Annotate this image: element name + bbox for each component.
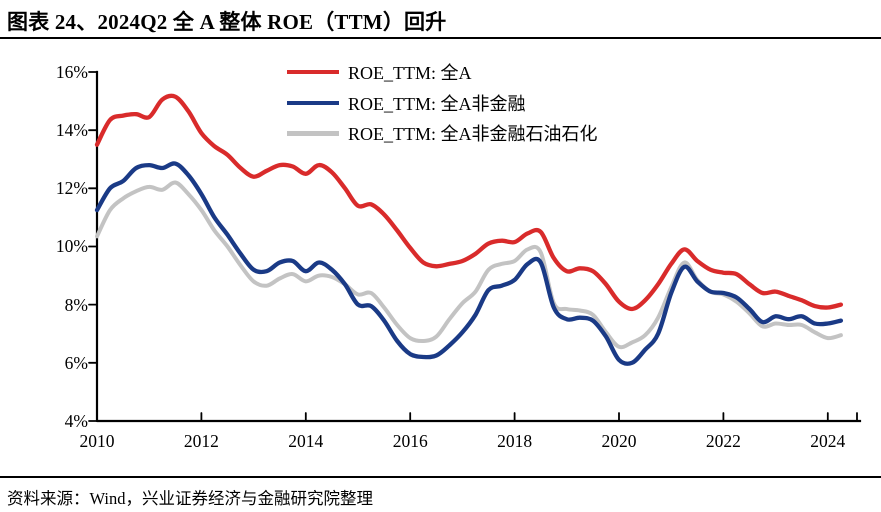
axis-ticks xyxy=(88,71,858,422)
y-tick-label-12: 12% xyxy=(55,178,88,199)
x-tick-label-2024: 2024 xyxy=(810,431,846,451)
x-tick-label-2022: 2022 xyxy=(705,431,741,451)
x-tick-label-2016: 2016 xyxy=(392,431,428,451)
x-tick-label-2010: 2010 xyxy=(79,431,115,451)
y-tick-label-10: 10% xyxy=(55,236,88,257)
y-tick-label-6: 6% xyxy=(64,352,88,373)
source-note: 资料来源：Wind，兴业证券经济与金融研究院整理 xyxy=(7,489,373,508)
legend-line-swatch-gray xyxy=(287,131,339,136)
legend-item-all-a-ex-financials-petrochem: ROE_TTM: 全A非金融石油石化 xyxy=(287,118,598,149)
page-title: 图表 24、2024Q2 全 A 整体 ROE（TTM）回升 xyxy=(7,10,447,34)
chart-legend: ROE_TTM: 全A ROE_TTM: 全A非金融 ROE_TTM: 全A非金… xyxy=(287,57,598,149)
legend-label: ROE_TTM: 全A非金融石油石化 xyxy=(348,124,598,145)
x-tick-label-2020: 2020 xyxy=(601,431,637,451)
legend-label: ROE_TTM: 全A xyxy=(348,63,472,84)
y-tick-label-8: 8% xyxy=(64,294,88,315)
legend-label: ROE_TTM: 全A非金融 xyxy=(348,93,526,114)
legend-line-swatch-navy xyxy=(287,100,339,105)
footer-divider xyxy=(0,476,881,479)
x-tick-label-2014: 2014 xyxy=(288,431,324,451)
legend-item-all-a-ex-financials: ROE_TTM: 全A非金融 xyxy=(287,88,598,119)
x-tick-label-2012: 2012 xyxy=(183,431,219,451)
x-tick-label-2018: 2018 xyxy=(497,431,533,451)
y-tick-label-16: 16% xyxy=(55,62,88,82)
y-tick-label-4: 4% xyxy=(64,410,88,431)
legend-item-all-a: ROE_TTM: 全A xyxy=(287,57,598,88)
title-divider xyxy=(0,37,881,40)
series-line-all-a xyxy=(94,93,844,312)
series-line-all-a-ex-financials xyxy=(94,161,844,366)
y-tick-label-14: 14% xyxy=(55,120,88,141)
legend-line-swatch-red xyxy=(287,70,339,75)
